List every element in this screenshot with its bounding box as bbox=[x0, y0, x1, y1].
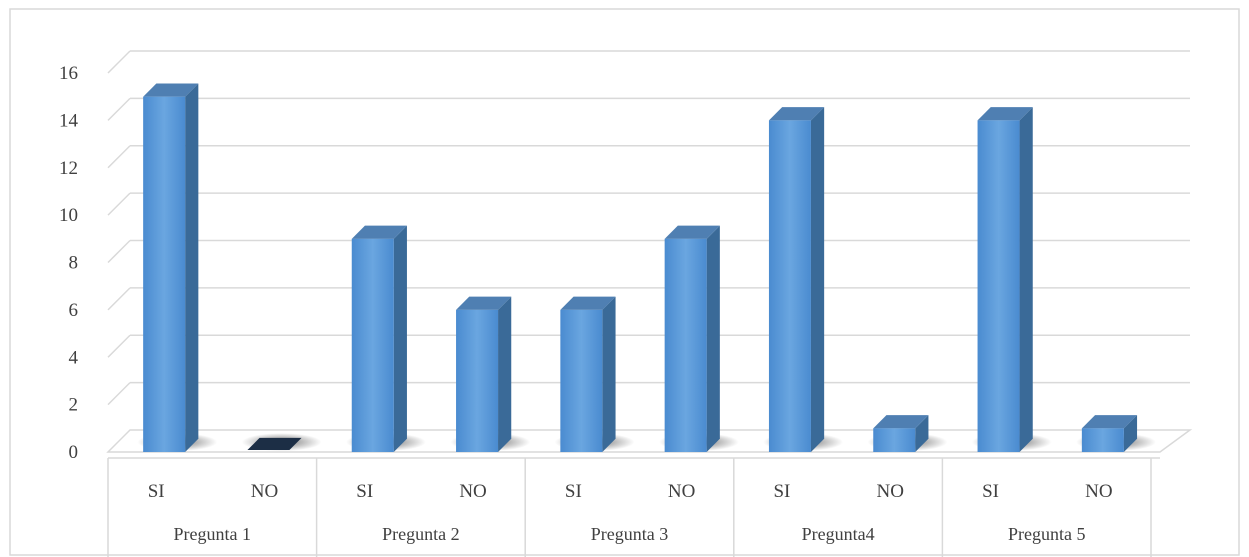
bar-side bbox=[602, 296, 616, 452]
gridline-slant bbox=[107, 239, 131, 264]
bar-front bbox=[351, 238, 394, 452]
bar-top bbox=[143, 83, 199, 97]
bar bbox=[971, 107, 1052, 453]
bar-front bbox=[977, 120, 1020, 452]
category-label: NO bbox=[1085, 481, 1112, 502]
bar-side bbox=[185, 83, 199, 453]
bar bbox=[346, 225, 426, 452]
group-label: Pregunta 2 bbox=[382, 524, 459, 544]
bar-side bbox=[393, 225, 407, 452]
bar-top bbox=[247, 437, 302, 450]
bar-side bbox=[915, 415, 929, 452]
bar-front bbox=[143, 96, 186, 452]
y-axis: 0 2 4 6 8 10 12 14 16 bbox=[59, 63, 79, 463]
gridline-slant bbox=[107, 192, 131, 216]
category-label: SI bbox=[148, 481, 165, 502]
bar-top bbox=[1081, 415, 1138, 429]
bar bbox=[1076, 415, 1156, 452]
bar-front bbox=[560, 309, 603, 452]
gridline-slant bbox=[107, 334, 131, 358]
gridline-slant bbox=[107, 382, 131, 406]
bar-front bbox=[768, 120, 811, 452]
category-label: SI bbox=[565, 481, 582, 502]
bar bbox=[241, 433, 322, 452]
bar-top bbox=[768, 107, 825, 121]
y-tick-label: 0 bbox=[69, 442, 79, 463]
category-label: NO bbox=[459, 481, 486, 502]
bar-side bbox=[498, 296, 512, 452]
y-tick-label: 10 bbox=[59, 205, 78, 226]
chart-border bbox=[9, 8, 1240, 556]
y-tick-label: 16 bbox=[59, 63, 78, 84]
bar bbox=[137, 83, 218, 453]
y-tick-label: 6 bbox=[69, 300, 79, 321]
bar bbox=[658, 225, 739, 452]
bar-front bbox=[1081, 428, 1124, 452]
bar-side bbox=[1123, 415, 1138, 452]
group-label: Pregunta 3 bbox=[591, 524, 668, 544]
bar bbox=[450, 296, 531, 452]
bar-front bbox=[873, 428, 916, 452]
x-axis: SI NO SI NO SI NO SI NO SI NO Pregunta 1 Pregunta 2… bbox=[107, 457, 1160, 557]
group-label: Pregunta 5 bbox=[1008, 524, 1085, 544]
bar-side bbox=[810, 107, 825, 453]
gridline-slant bbox=[107, 287, 131, 311]
bar-top bbox=[351, 225, 407, 239]
bar bbox=[554, 296, 635, 452]
bar-side bbox=[706, 225, 720, 452]
bar-front bbox=[456, 309, 499, 452]
category-label: NO bbox=[877, 481, 904, 502]
category-label: NO bbox=[668, 481, 695, 502]
bar-top bbox=[456, 296, 512, 310]
y-tick-label: 8 bbox=[69, 253, 79, 274]
y-tick-label: 4 bbox=[69, 347, 79, 368]
bar bbox=[867, 415, 948, 452]
group-label: Pregunta 1 bbox=[174, 524, 251, 544]
category-label: SI bbox=[982, 481, 999, 502]
bar-top bbox=[664, 225, 720, 239]
gridline-slant bbox=[107, 50, 131, 74]
bar-top bbox=[977, 107, 1033, 121]
category-label: SI bbox=[356, 481, 373, 502]
bar-front bbox=[664, 238, 707, 452]
bars bbox=[137, 83, 1156, 453]
category-label: SI bbox=[773, 481, 790, 502]
bar-top bbox=[560, 296, 616, 310]
gridline-slant bbox=[107, 145, 131, 169]
y-tick-label: 12 bbox=[59, 158, 78, 179]
y-tick-label: 2 bbox=[69, 395, 79, 416]
bar-side bbox=[1019, 107, 1033, 453]
category-label: NO bbox=[251, 481, 278, 502]
group-label: Pregunta4 bbox=[802, 524, 875, 544]
y-tick-label: 14 bbox=[59, 110, 79, 131]
gridline-slant bbox=[107, 97, 131, 121]
bar bbox=[763, 107, 844, 453]
bar-top bbox=[873, 415, 929, 429]
